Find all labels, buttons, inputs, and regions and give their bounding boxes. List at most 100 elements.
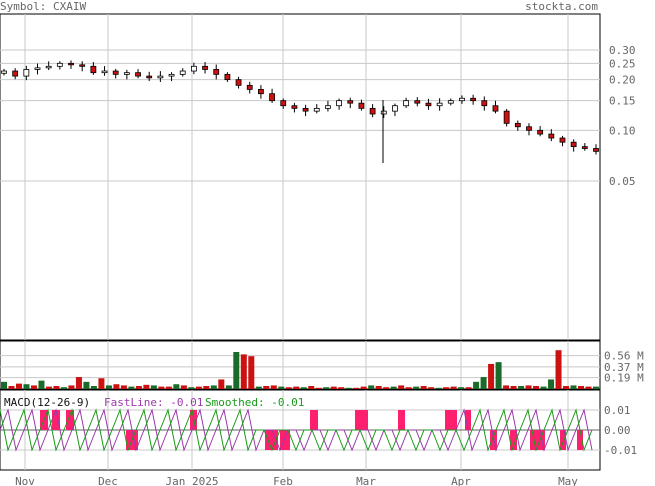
volume-bar xyxy=(563,386,570,389)
volume-bar xyxy=(158,386,165,389)
volume-bar xyxy=(555,350,562,389)
candle-body xyxy=(470,97,477,102)
candle-body xyxy=(481,100,488,107)
candle-body xyxy=(56,62,63,67)
candle-body xyxy=(269,93,275,102)
volume-bar xyxy=(165,386,172,389)
macd-histogram-bar xyxy=(510,430,517,450)
candle-body xyxy=(23,69,30,77)
volume-bar xyxy=(338,387,345,389)
candle-body xyxy=(503,110,510,124)
volume-bar xyxy=(435,387,442,389)
candle-body xyxy=(581,146,588,149)
candle-body xyxy=(45,65,52,69)
volume-bar xyxy=(233,352,240,389)
volume-bar xyxy=(263,386,270,389)
macd-histogram-bar xyxy=(52,410,60,430)
macd-tick-label: 0.00 xyxy=(604,424,631,437)
volume-bar xyxy=(248,356,255,389)
volume-bar xyxy=(578,386,585,389)
candle-body xyxy=(336,100,342,107)
candle-body xyxy=(358,102,365,109)
volume-bar xyxy=(450,386,457,389)
candle-body xyxy=(280,100,287,107)
x-tick-label: Apr xyxy=(451,475,471,486)
candle-body xyxy=(224,73,231,81)
volume-bar xyxy=(570,385,577,389)
candle-body xyxy=(179,70,186,75)
volume-bar xyxy=(15,383,22,389)
price-tick-label: 0.15 xyxy=(609,95,636,108)
candle-body xyxy=(570,141,577,148)
volume-bar xyxy=(548,379,555,389)
volume-bar xyxy=(360,386,367,389)
candle-body xyxy=(325,105,331,109)
macd-smoothed-label: Smoothed: -0.01 xyxy=(205,396,304,409)
volume-bar xyxy=(143,384,150,389)
candle-body xyxy=(403,100,410,107)
candle-body xyxy=(34,67,41,70)
volume-bar xyxy=(225,385,232,389)
candle-body xyxy=(548,133,555,139)
volume-bar xyxy=(180,385,187,389)
candle-body xyxy=(213,69,220,75)
volume-bar xyxy=(308,386,315,389)
candle-body xyxy=(258,89,264,95)
volume-bar xyxy=(465,387,472,389)
symbol-label: Symbol: CXAIW xyxy=(0,0,86,13)
volume-bar xyxy=(173,384,180,389)
volume-bar xyxy=(330,386,337,389)
candle-body xyxy=(291,105,298,109)
volume-bar xyxy=(480,377,487,389)
candle-body xyxy=(559,137,566,143)
candle-body xyxy=(246,84,253,90)
macd-histogram-bar xyxy=(355,410,368,430)
candle-body xyxy=(190,65,197,72)
candle-body xyxy=(79,64,86,67)
volume-bar xyxy=(90,386,97,389)
candle-body xyxy=(123,72,130,75)
macd-histogram-bar xyxy=(398,410,405,430)
candle-body xyxy=(157,75,164,79)
macd-title: MACD(12-26-9) xyxy=(4,396,90,409)
volume-bar xyxy=(68,385,75,389)
volume-bar xyxy=(518,386,525,389)
axis-labels: Nov Dec Jan 2025 Feb Mar Apr May 0.300.25 0.20 0.… xyxy=(15,44,644,486)
x-tick-label: Feb xyxy=(273,475,293,486)
volume-bar xyxy=(525,385,532,389)
price-panel xyxy=(0,13,601,341)
candle-body xyxy=(425,102,432,107)
candle-body xyxy=(447,100,454,104)
candle-body xyxy=(436,102,443,107)
macd-fastline-label: FastLine: -0.01 xyxy=(104,396,203,409)
volume-bar xyxy=(533,386,540,389)
volume-bar xyxy=(8,386,15,389)
macd-histogram-bar xyxy=(310,410,318,430)
candle-body xyxy=(68,62,74,66)
volume-bar xyxy=(1,381,7,389)
volume-bar xyxy=(83,381,90,389)
candle-body xyxy=(537,129,544,135)
macd-histogram-bar xyxy=(577,430,583,450)
candle-body xyxy=(235,79,242,86)
volume-bar xyxy=(240,354,247,389)
volume-bar xyxy=(443,387,450,389)
volume-bar xyxy=(195,386,202,389)
volume-bar xyxy=(375,386,382,389)
volume-bar xyxy=(60,387,67,389)
volume-bar xyxy=(585,386,592,389)
macd-histogram-bar xyxy=(265,430,278,450)
volume-bar xyxy=(383,387,390,389)
x-tick-label: Mar xyxy=(356,475,376,486)
candle-body xyxy=(302,107,309,112)
volume-bar xyxy=(45,386,52,389)
volume-bar xyxy=(218,379,225,389)
candle-body xyxy=(369,107,376,115)
candle-body xyxy=(101,70,108,74)
volume-bar xyxy=(98,378,105,389)
volume-bar xyxy=(323,387,330,389)
site-label: stockta.com xyxy=(525,0,598,13)
volume-bar xyxy=(345,387,352,389)
macd-tick-label: 0.01 xyxy=(604,404,631,417)
volume-bar xyxy=(540,386,547,389)
